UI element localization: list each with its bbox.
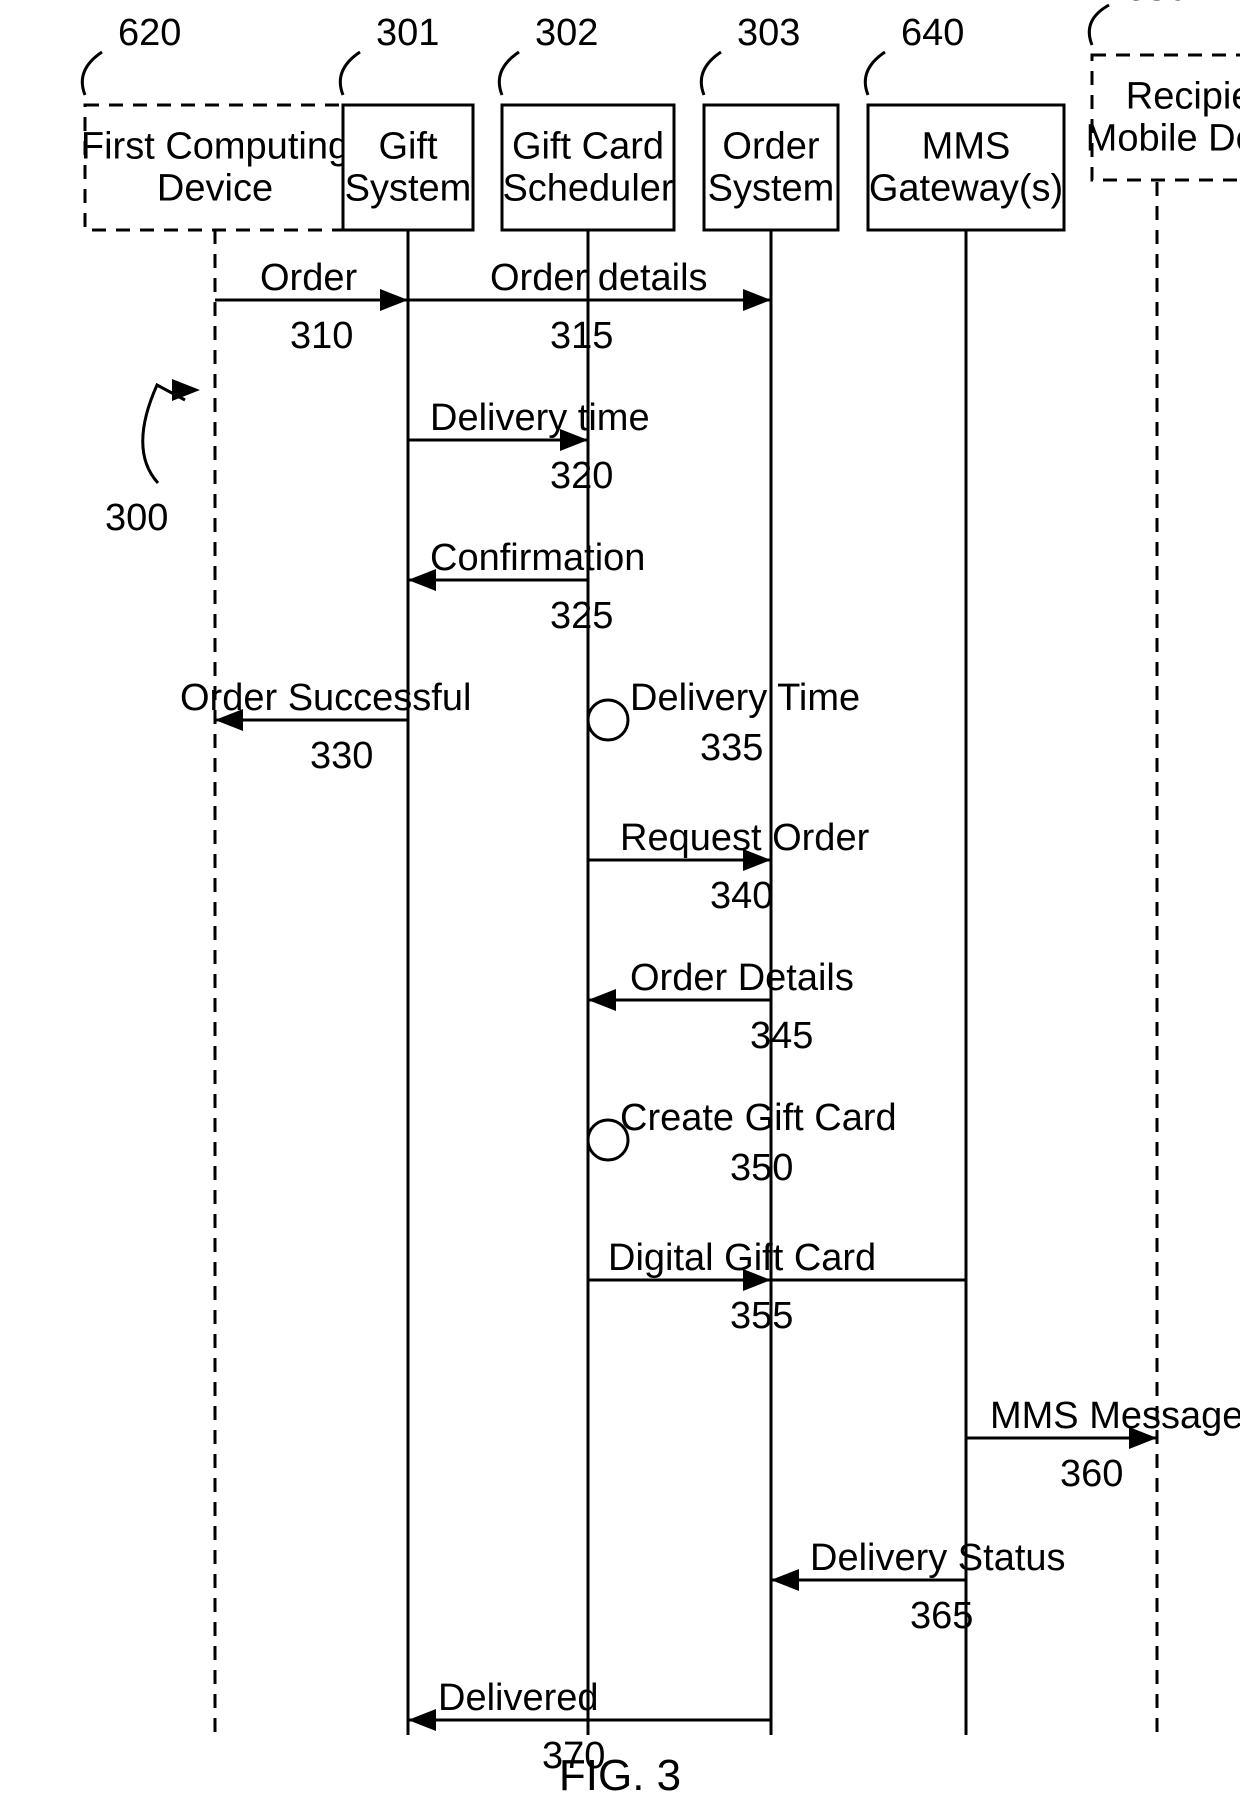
participant-label-gift: Gift [378, 126, 438, 168]
participant-label-scheduler: Scheduler [502, 168, 673, 210]
diagram-ref-arrow [143, 385, 185, 483]
leader-gift [340, 52, 360, 95]
participant-label-scheduler: Gift Card [512, 126, 664, 168]
msg-label-11: MMS Message [990, 1395, 1240, 1437]
leader-mms [865, 52, 885, 95]
leader-first [82, 52, 102, 95]
msg-ref-12: 365 [910, 1595, 973, 1637]
msg-label-4: Order Successful [180, 677, 471, 719]
msg-ref-7: 345 [750, 1015, 813, 1057]
sequence-diagram: First ComputingDeviceGiftSystemGift Card… [0, 0, 1240, 1800]
ref-scheduler: 302 [535, 12, 598, 54]
ref-first: 620 [118, 12, 181, 54]
leader-order [701, 52, 721, 95]
msg-ref-2: 320 [550, 455, 613, 497]
ref-order: 303 [737, 12, 800, 54]
msg-ref-1: 315 [550, 315, 613, 357]
participant-label-first: Device [157, 168, 273, 210]
participant-label-order: Order [722, 126, 819, 168]
participant-label-mms: Gateway(s) [869, 168, 1063, 210]
msg-label-3: Confirmation [430, 537, 645, 579]
participant-label-mms: MMS [922, 126, 1011, 168]
leader-scheduler [499, 52, 519, 95]
participant-label-order: System [708, 168, 835, 210]
msg-label-12: Delivery Status [810, 1537, 1066, 1579]
self-activity-5 [588, 700, 628, 740]
ref-gift: 301 [376, 12, 439, 54]
msg-label-8: Create Gift Card [620, 1097, 897, 1139]
participant-label-recipient: Recipient [1126, 76, 1240, 118]
msg-ref-6: 340 [710, 875, 773, 917]
msg-ref-4: 330 [310, 735, 373, 777]
diagram-ref-label: 300 [105, 497, 168, 539]
msg-ref-9: 355 [730, 1295, 793, 1337]
ref-recipient: 630 [1125, 0, 1188, 9]
msg-ref-11: 360 [1060, 1453, 1123, 1495]
participant-label-first: First Computing [81, 126, 349, 168]
msg-label-6: Request Order [620, 817, 870, 859]
participant-label-gift: System [345, 168, 472, 210]
msg-ref-3: 325 [550, 595, 613, 637]
msg-label-9: Digital Gift Card [608, 1237, 876, 1279]
figure-label: FIG. 3 [559, 1751, 681, 1800]
msg-ref-8: 350 [730, 1147, 793, 1189]
msg-ref-5: 335 [700, 727, 763, 769]
msg-label-5: Delivery Time [630, 677, 860, 719]
msg-ref-0: 310 [290, 315, 353, 357]
msg-label-0: Order [260, 257, 357, 299]
msg-label-13: Delivered [438, 1677, 599, 1719]
msg-label-1: Order details [490, 257, 708, 299]
ref-mms: 640 [901, 12, 964, 54]
leader-recipient [1089, 5, 1109, 45]
participant-label-recipient: Mobile Device [1086, 118, 1240, 160]
msg-label-2: Delivery time [430, 397, 650, 439]
msg-label-7: Order Details [630, 957, 854, 999]
